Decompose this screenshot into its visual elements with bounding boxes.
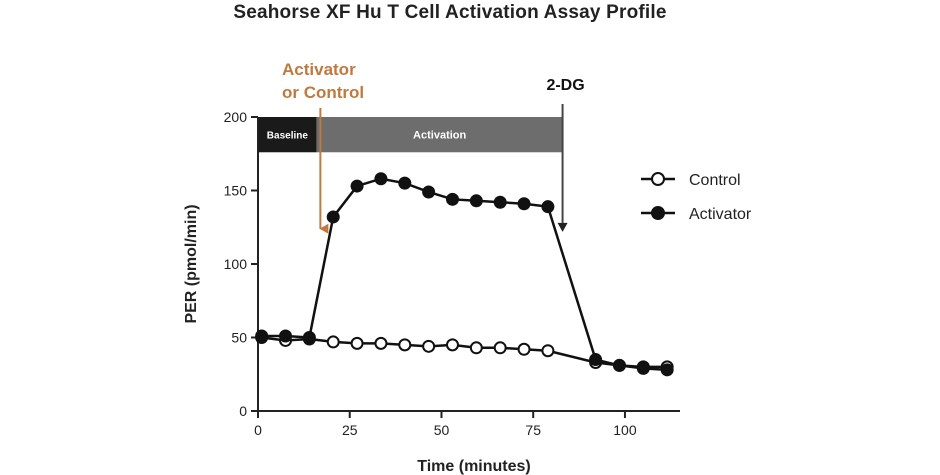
annotation-activator-label: or Control [282, 83, 364, 102]
x-tick-label: 25 [342, 422, 358, 438]
data-point-activator [279, 329, 293, 343]
data-point-control [422, 339, 436, 353]
data-point-activator [589, 353, 603, 367]
data-point-control [469, 341, 483, 355]
x-tick-label: 0 [254, 422, 262, 438]
data-point-activator [398, 176, 412, 190]
phase-label-baseline: Baseline [267, 131, 309, 142]
legend-marker-control [651, 172, 665, 186]
data-point-control [541, 344, 555, 358]
y-tick-label: 0 [239, 403, 247, 419]
x-tick-label: 100 [613, 422, 637, 438]
data-point-activator [422, 185, 436, 199]
legend-label-control: Control [689, 172, 741, 189]
data-point-control [374, 336, 388, 350]
data-point-activator [493, 195, 507, 209]
data-point-control [350, 336, 364, 350]
y-axis-label: PER (pmol/min) [183, 204, 200, 323]
y-tick-label: 50 [231, 330, 247, 346]
data-point-control [398, 338, 412, 352]
data-point-control [517, 342, 531, 356]
y-tick-label: 150 [224, 183, 248, 199]
data-point-activator [445, 192, 459, 206]
data-point-activator [255, 329, 269, 343]
legend-marker-activator [651, 206, 665, 220]
data-point-activator [374, 172, 388, 186]
data-point-control [445, 338, 459, 352]
y-tick-label: 200 [224, 109, 248, 125]
phase-label-activation: Activation [413, 130, 466, 142]
data-point-activator [302, 331, 316, 344]
data-point-activator [350, 179, 364, 193]
data-point-activator [541, 200, 555, 214]
phase-bar-activation [316, 117, 563, 153]
2dg-arrow-head [557, 222, 568, 232]
data-point-activator [326, 210, 340, 224]
data-point-activator [612, 358, 626, 372]
x-axis-label: Time (minutes) [417, 458, 531, 475]
data-point-activator [517, 197, 531, 211]
x-tick-label: 75 [525, 422, 541, 438]
chart-title: Seahorse XF Hu T Cell Activation Assay P… [233, 2, 667, 23]
x-tick-label: 50 [434, 422, 450, 438]
data-point-control [326, 335, 340, 349]
data-point-activator [636, 361, 650, 375]
legend-label-activator: Activator [689, 206, 752, 223]
data-point-control [493, 341, 507, 355]
data-point-activator [660, 363, 674, 377]
data-point-activator [469, 194, 483, 208]
y-tick-label: 100 [224, 256, 248, 272]
annotation-activator-label: Activator [282, 60, 356, 79]
phase-bar-baseline [258, 117, 317, 153]
annotation-2dg-label: 2-DG [546, 77, 584, 94]
